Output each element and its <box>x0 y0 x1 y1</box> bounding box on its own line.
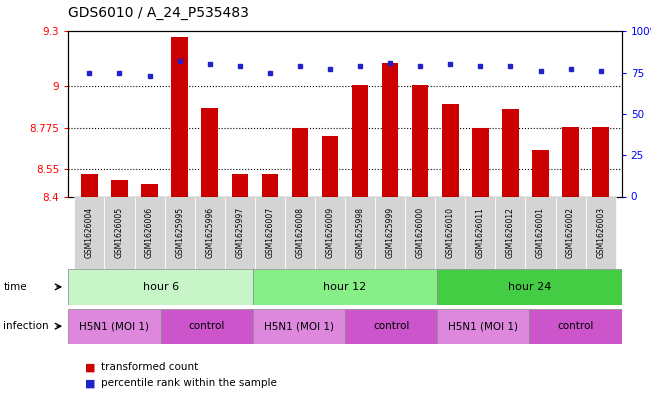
Text: GSM1626011: GSM1626011 <box>476 208 485 258</box>
Text: GDS6010 / A_24_P535483: GDS6010 / A_24_P535483 <box>68 6 249 20</box>
Bar <box>292 128 308 196</box>
Text: hour 12: hour 12 <box>324 282 367 292</box>
Text: control: control <box>373 321 409 331</box>
Bar <box>81 174 98 196</box>
Bar <box>232 174 248 196</box>
Text: transformed count: transformed count <box>101 362 198 373</box>
Text: GSM1625997: GSM1625997 <box>235 207 244 259</box>
Text: percentile rank within the sample: percentile rank within the sample <box>101 378 277 388</box>
Bar <box>68 309 161 344</box>
Text: GSM1626005: GSM1626005 <box>115 207 124 259</box>
Bar <box>436 196 465 269</box>
Text: control: control <box>557 321 594 331</box>
Bar <box>495 196 525 269</box>
Bar <box>262 174 278 196</box>
Text: GSM1626010: GSM1626010 <box>446 208 455 258</box>
Text: hour 6: hour 6 <box>143 282 178 292</box>
Bar <box>201 108 218 196</box>
Bar <box>171 37 188 197</box>
Text: H5N1 (MOI 1): H5N1 (MOI 1) <box>449 321 518 331</box>
Text: GSM1626003: GSM1626003 <box>596 207 605 259</box>
Text: GSM1626008: GSM1626008 <box>296 208 305 258</box>
Text: GSM1626000: GSM1626000 <box>416 207 424 259</box>
Bar <box>111 180 128 196</box>
Bar <box>345 309 437 344</box>
Text: GSM1626006: GSM1626006 <box>145 207 154 259</box>
Bar <box>255 196 285 269</box>
Bar <box>74 196 104 269</box>
Text: GSM1626001: GSM1626001 <box>536 208 545 258</box>
Bar <box>352 84 368 196</box>
Bar <box>382 62 398 196</box>
Text: infection: infection <box>3 321 49 331</box>
Text: hour 24: hour 24 <box>508 282 551 292</box>
Bar <box>465 196 495 269</box>
Bar <box>161 309 253 344</box>
Bar <box>437 269 622 305</box>
Bar <box>225 196 255 269</box>
Text: GSM1625995: GSM1625995 <box>175 207 184 259</box>
Bar <box>315 196 345 269</box>
Bar <box>285 196 315 269</box>
Text: GSM1625998: GSM1625998 <box>355 208 365 258</box>
Bar <box>502 109 519 196</box>
Bar <box>472 128 489 196</box>
Bar <box>529 309 622 344</box>
Text: H5N1 (MOI 1): H5N1 (MOI 1) <box>264 321 334 331</box>
Bar <box>442 104 458 196</box>
Bar <box>405 196 436 269</box>
Bar <box>412 84 428 196</box>
Text: ■: ■ <box>85 378 95 388</box>
Bar <box>195 196 225 269</box>
Bar <box>135 196 165 269</box>
Bar <box>592 127 609 196</box>
Bar <box>375 196 405 269</box>
Bar <box>555 196 586 269</box>
Text: H5N1 (MOI 1): H5N1 (MOI 1) <box>79 321 150 331</box>
Bar <box>437 309 529 344</box>
Bar <box>253 269 437 305</box>
Bar <box>68 269 253 305</box>
Text: GSM1626012: GSM1626012 <box>506 208 515 258</box>
Text: control: control <box>189 321 225 331</box>
Text: GSM1626002: GSM1626002 <box>566 208 575 258</box>
Bar <box>533 150 549 196</box>
Bar <box>141 184 158 196</box>
Text: GSM1626009: GSM1626009 <box>326 207 335 259</box>
Text: GSM1625999: GSM1625999 <box>385 207 395 259</box>
Text: time: time <box>3 282 27 292</box>
Bar <box>345 196 375 269</box>
Text: GSM1626007: GSM1626007 <box>266 207 274 259</box>
Bar <box>165 196 195 269</box>
Bar <box>253 309 345 344</box>
Bar <box>525 196 555 269</box>
Bar <box>104 196 135 269</box>
Text: GSM1626004: GSM1626004 <box>85 207 94 259</box>
Text: ■: ■ <box>85 362 95 373</box>
Bar <box>562 127 579 196</box>
Text: GSM1625996: GSM1625996 <box>205 207 214 259</box>
Bar <box>586 196 616 269</box>
Bar <box>322 136 339 196</box>
